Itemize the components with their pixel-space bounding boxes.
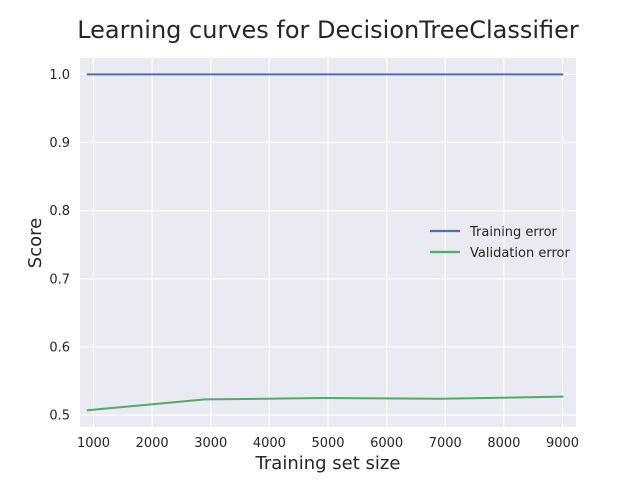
x-tick-label: 7000: [429, 436, 462, 451]
y-axis-label: Score: [25, 218, 46, 268]
validation-error-point: [203, 398, 206, 401]
y-tick-label: 0.8: [49, 204, 70, 219]
y-tick-label: 0.9: [49, 136, 70, 151]
x-tick-label: 5000: [311, 436, 344, 451]
validation-error-point: [321, 397, 324, 399]
x-tick-label: 1000: [77, 436, 110, 451]
validation-error-point: [86, 409, 89, 412]
tick-labels: 1000 2000 3000 4000 5000 6000 7000 8000 9000 0.5 0…: [49, 68, 579, 451]
y-tick-label: 1.0: [49, 68, 70, 83]
chart-title: Learning curves for DecisionTreeClassifi…: [77, 16, 579, 44]
x-tick-label: 9000: [546, 436, 579, 451]
y-tick-label: 0.7: [49, 272, 70, 287]
chart-legend: Training error Validation error: [430, 225, 570, 261]
training-error-point: [321, 73, 324, 76]
x-tick-label: 8000: [487, 436, 520, 451]
training-error-point: [438, 73, 441, 76]
legend-label-training-error: Training error: [469, 225, 558, 240]
training-error-point: [86, 73, 89, 76]
y-tick-label: 0.6: [49, 340, 70, 355]
y-tick-label: 0.5: [49, 409, 70, 424]
x-axis-label: Training set size: [255, 453, 401, 474]
series-lines: [86, 73, 564, 412]
x-tick-label: 3000: [194, 436, 227, 451]
training-error-point: [203, 73, 206, 76]
x-tick-label: 2000: [136, 436, 169, 451]
training-error-point: [561, 73, 564, 76]
validation-error-point: [438, 397, 441, 400]
validation-error-point: [561, 395, 564, 398]
x-tick-label: 6000: [370, 436, 403, 451]
legend-label-validation-error: Validation error: [470, 246, 570, 261]
x-tick-label: 4000: [253, 436, 286, 451]
